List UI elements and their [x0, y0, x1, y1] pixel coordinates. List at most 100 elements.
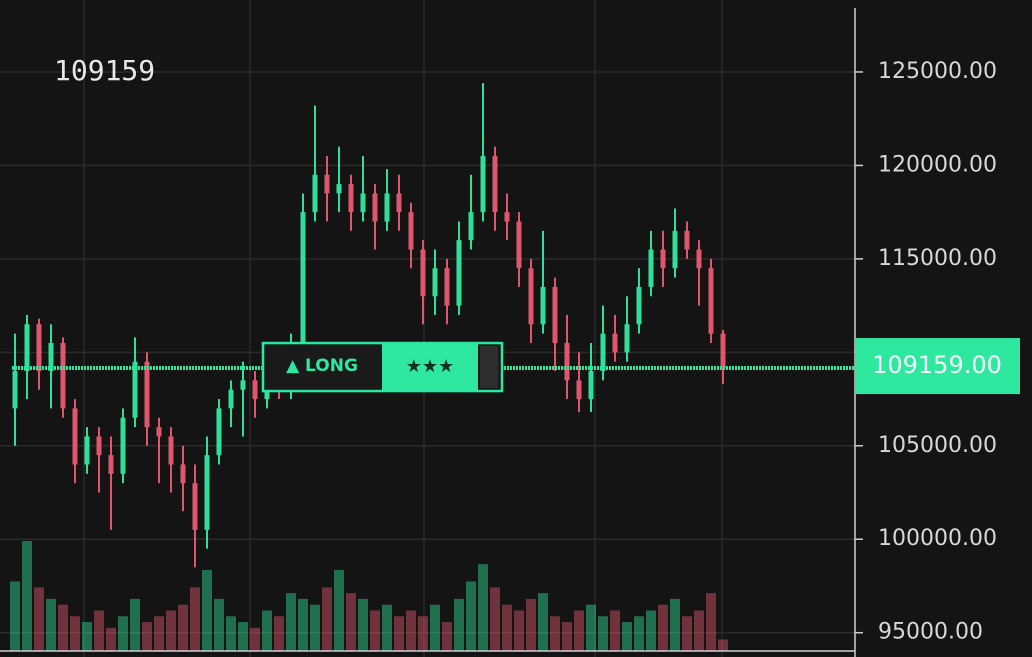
candle-body [348, 184, 354, 213]
volume-bar [694, 610, 704, 651]
volume-bar [634, 616, 644, 651]
candle-body [144, 361, 150, 428]
volume-bar [202, 569, 212, 651]
volume-bar [190, 587, 200, 651]
volume-bar [574, 610, 584, 651]
volume-bar [706, 593, 716, 651]
y-tick-label: 115000.00 [878, 246, 997, 271]
volume-bar [502, 604, 512, 651]
signal-rating-box [382, 344, 478, 391]
volume-bar [70, 616, 80, 651]
volume-bar [106, 627, 116, 651]
candle-body [36, 324, 42, 372]
volume-bar [214, 598, 224, 651]
candle-body [552, 286, 558, 343]
candle-body [312, 174, 318, 213]
volume-bar [514, 610, 524, 651]
volume-bar [262, 610, 272, 651]
volume-bar [226, 616, 236, 651]
candle-body [564, 342, 570, 381]
volume-bar [442, 622, 452, 651]
volume-bar [478, 564, 488, 651]
candle-body [696, 249, 702, 269]
volume-bar [58, 604, 68, 651]
volume-bar [562, 622, 572, 651]
volume-bar [274, 616, 284, 651]
candle-body [504, 212, 510, 222]
price-label: 109159.00 [872, 351, 1002, 379]
volume-bar [598, 616, 608, 651]
volume-bar [490, 587, 500, 651]
y-tick-label: 95000.00 [878, 620, 983, 645]
candle-body [576, 380, 582, 400]
volume-bar [526, 598, 536, 651]
price-marker: 109159.00 ▲ LONG ★★★ [12, 338, 1020, 395]
candle-body [120, 417, 126, 474]
volume-bar [322, 587, 332, 651]
candle-body [228, 389, 234, 409]
volume-bar [658, 604, 668, 651]
y-tick-label: 120000.00 [878, 152, 997, 177]
candle-body [528, 268, 534, 325]
candle-body [468, 212, 474, 241]
price-ticks: 95000.00100000.00105000.00110000.0011500… [855, 59, 997, 645]
signal-end [480, 346, 498, 389]
candle-body [48, 342, 54, 372]
volume-bar [178, 604, 188, 651]
volume-bar [370, 610, 380, 651]
volume-bar [130, 598, 140, 651]
volume-bar [382, 604, 392, 651]
candle-body [192, 483, 198, 530]
candle-body [456, 240, 462, 306]
candle-body [672, 230, 678, 269]
candle-body [648, 249, 654, 287]
volume-bar [454, 598, 464, 651]
volume-bar [310, 604, 320, 651]
candle-body [372, 193, 378, 222]
candle-body [720, 333, 726, 369]
candle-body [300, 212, 306, 353]
volume-bar [94, 610, 104, 651]
volume-bars [10, 541, 728, 651]
candle-body [240, 380, 246, 390]
volume-bar [550, 616, 560, 651]
volume-bar [718, 639, 728, 651]
candle-body [492, 156, 498, 213]
volume-bar [142, 622, 152, 651]
volume-bar [358, 598, 368, 651]
volume-bar [46, 598, 56, 651]
volume-bar [622, 622, 632, 651]
volume-bar [586, 604, 596, 651]
candle-body [660, 249, 666, 269]
candle-body [516, 221, 522, 269]
volume-bar [82, 622, 92, 651]
candle-body [84, 436, 90, 465]
volume-bar [418, 616, 428, 651]
candle-body [684, 230, 690, 250]
volume-bar [118, 616, 128, 651]
candle-body [324, 174, 330, 194]
candle-body [216, 408, 222, 456]
volume-bar [610, 610, 620, 651]
candle-body [408, 212, 414, 250]
candle-body [480, 156, 486, 213]
candle-body [636, 286, 642, 325]
volume-bar [538, 593, 548, 651]
candle-body [252, 380, 258, 400]
candle-body [168, 436, 174, 465]
candle-body [624, 324, 630, 353]
candle-body [600, 333, 606, 372]
candle-body [612, 333, 618, 353]
y-tick-label: 100000.00 [878, 526, 997, 551]
candle-body [60, 342, 66, 409]
candle-body [156, 427, 162, 437]
candle-body [420, 249, 426, 297]
volume-bar [466, 581, 476, 651]
candle-body [24, 324, 30, 372]
candle-body [12, 371, 18, 409]
volume-bar [430, 604, 440, 651]
y-tick-label: 105000.00 [878, 433, 997, 458]
